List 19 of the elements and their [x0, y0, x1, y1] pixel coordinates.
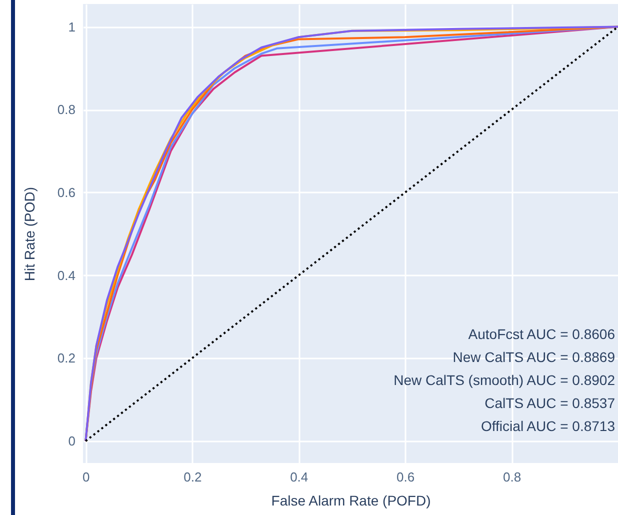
y-tick-label: 1	[68, 19, 76, 34]
x-tick-label: 0	[82, 470, 90, 484]
x-tick-label: 0.6	[396, 470, 415, 484]
y-axis-title: Hit Rate (POD)	[21, 186, 38, 282]
x-axis-title: False Alarm Rate (POFD)	[271, 492, 431, 508]
x-tick-label: 0.8	[502, 470, 522, 484]
y-tick-label: 0.2	[57, 350, 76, 366]
y-tick-label: 0	[68, 434, 76, 449]
line-series	[84, 26, 618, 442]
x-tick-label: 0.2	[184, 470, 202, 484]
y-tick-label: 0.6	[57, 184, 76, 200]
y-tick-label: 0.8	[57, 102, 76, 118]
x-tick-label: 0.4	[290, 470, 308, 484]
y-tick-label: 0.4	[57, 268, 76, 283]
annotation: AutoFcst AUC = 0.8606	[468, 326, 616, 342]
annotation: Official AUC = 0.8713	[481, 418, 616, 434]
annotation: New CalTS (smooth) AUC = 0.8902	[394, 372, 616, 388]
annotation: New CalTS AUC = 0.8869	[452, 349, 616, 365]
annotation: CalTS AUC = 0.8537	[484, 395, 616, 411]
